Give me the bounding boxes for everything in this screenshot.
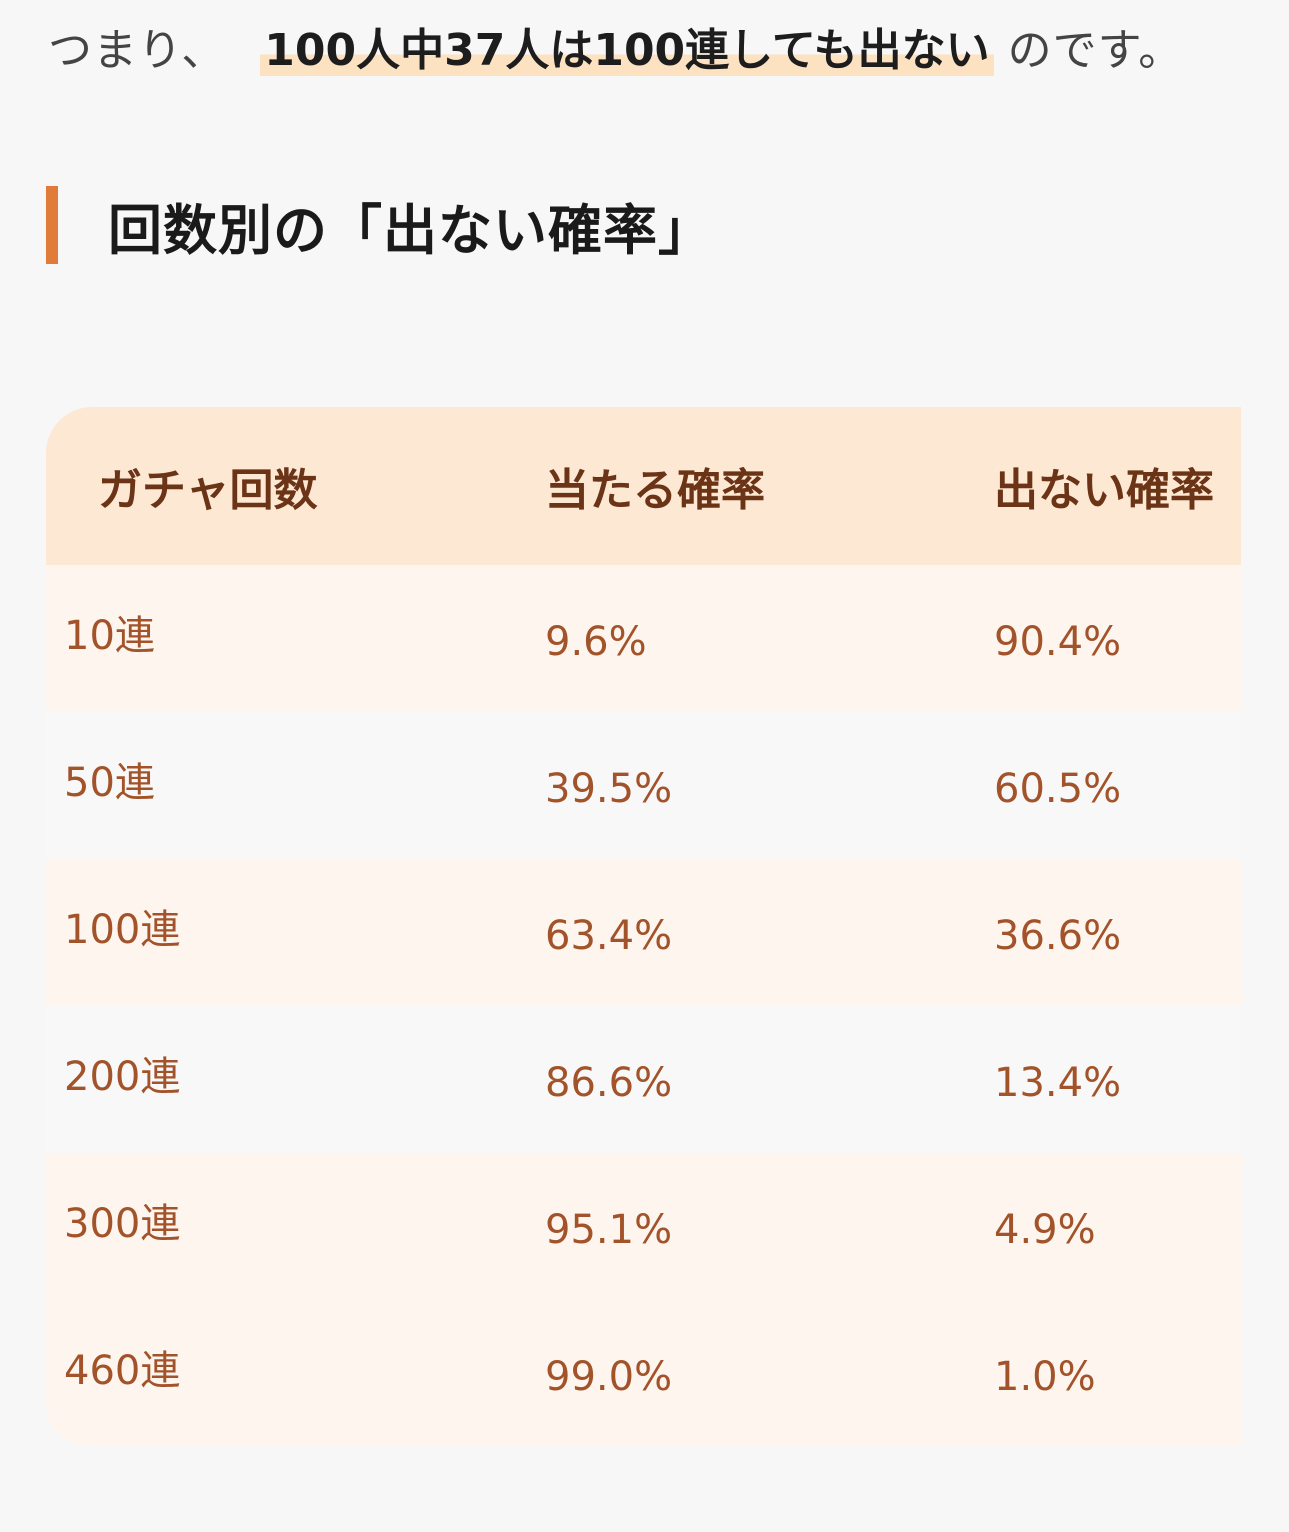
cell-gacha-count: 200連	[64, 1054, 181, 1100]
section-heading: 回数別の「出ない確率」	[46, 186, 713, 264]
cell-hit-probability: 99.0%	[545, 1354, 673, 1400]
cell-gacha-count: 100連	[64, 907, 181, 953]
header-gacha-count: ガチャ回数	[98, 465, 318, 516]
probability-table: ガチャ回数 当たる確率 出ない確率 10連 9.6% 90.4% 50連 39.…	[46, 407, 1241, 1445]
header-hit-probability: 当たる確率	[545, 465, 765, 516]
header-miss-probability: 出ない確率	[994, 465, 1214, 516]
cell-miss-probability: 13.4%	[994, 1060, 1122, 1106]
cell-hit-probability: 9.6%	[545, 619, 647, 665]
cell-gacha-count: 460連	[64, 1348, 181, 1394]
table-row: 100連 63.4% 36.6%	[46, 859, 1241, 1006]
intro-paragraph: つまり、 100人中37人は100連しても出ない のです。	[48, 16, 1183, 86]
cell-hit-probability: 39.5%	[545, 766, 673, 812]
probability-table-container: ガチャ回数 当たる確率 出ない確率 10連 9.6% 90.4% 50連 39.…	[46, 407, 1241, 1445]
cell-hit-probability: 95.1%	[545, 1207, 673, 1253]
cell-gacha-count: 50連	[64, 760, 155, 806]
cell-hit-probability: 63.4%	[545, 913, 673, 959]
cell-miss-probability: 4.9%	[994, 1207, 1096, 1253]
intro-prefix: つまり、	[48, 25, 227, 76]
heading-accent-bar	[46, 186, 58, 264]
table-row: 200連 86.6% 13.4%	[46, 1006, 1241, 1153]
cell-gacha-count: 300連	[64, 1201, 181, 1247]
cell-miss-probability: 90.4%	[994, 619, 1122, 665]
intro-suffix: のです。	[1007, 25, 1184, 76]
heading-title: 回数別の「出ない確率」	[108, 198, 713, 262]
table-row: 50連 39.5% 60.5%	[46, 712, 1241, 859]
intro-highlight: 100人中37人は100連しても出ない	[260, 25, 994, 76]
cell-miss-probability: 36.6%	[994, 913, 1122, 959]
cell-miss-probability: 1.0%	[994, 1354, 1096, 1400]
table-row: 300連 95.1% 4.9%	[46, 1153, 1241, 1300]
table-header-row: ガチャ回数 当たる確率 出ない確率	[46, 407, 1241, 565]
table-row: 460連 99.0% 1.0%	[46, 1300, 1241, 1445]
cell-hit-probability: 86.6%	[545, 1060, 673, 1106]
cell-gacha-count: 10連	[64, 613, 155, 659]
cell-miss-probability: 60.5%	[994, 766, 1122, 812]
table-row: 10連 9.6% 90.4%	[46, 565, 1241, 712]
